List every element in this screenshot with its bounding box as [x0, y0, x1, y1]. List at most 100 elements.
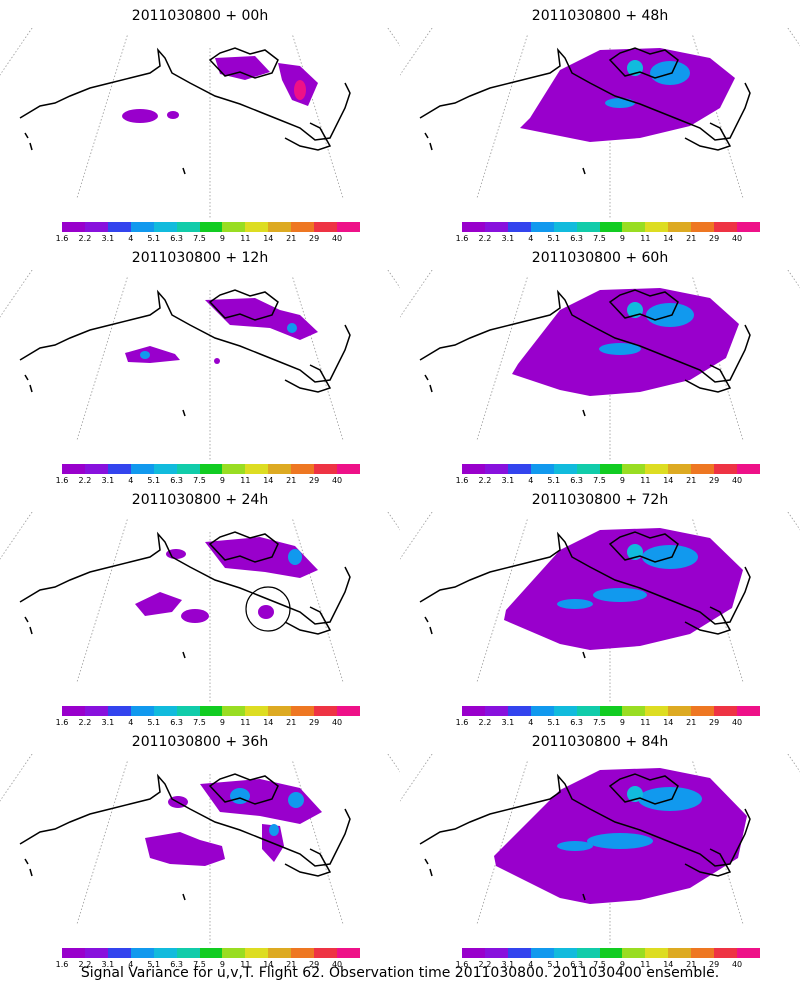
- graticule-meridian: [787, 28, 800, 47]
- colorbar-swatch: [62, 948, 85, 958]
- colorbar-tick-label: 4: [528, 476, 534, 485]
- colorbar-tick-label: 11: [240, 234, 251, 243]
- graticule-meridian: [787, 270, 800, 289]
- colorbar-swatch: [337, 222, 360, 232]
- variance-core: [557, 599, 593, 609]
- colorbar-swatch: [462, 706, 485, 716]
- colorbar-tick-label: 1.6: [55, 234, 69, 243]
- colorbar-swatch: [107, 222, 131, 232]
- colorbar-labels: 1.6 2.2 3.1 4 5.1 6.3 7.5 9 11 14 21 29 40: [456, 960, 760, 970]
- colorbar-tick-label: 14: [263, 960, 274, 969]
- colorbar-swatch: [553, 222, 577, 232]
- colorbar-labels: 1.6 2.2 3.1 4 5.1 6.3 7.5 9 11 14 21 29 40: [456, 234, 760, 244]
- colorbar-tick-label: 11: [640, 476, 651, 485]
- colorbar-tick-label: 6.3: [570, 476, 583, 485]
- colorbar-tick-label: 9: [619, 960, 625, 969]
- colorbar-tick-label: 21: [286, 476, 297, 485]
- colorbar-tick-label: 6.3: [170, 718, 183, 727]
- variance-core: [599, 343, 641, 355]
- colorbar-tick-label: 3.1: [101, 476, 115, 485]
- colorbar-swatch: [462, 948, 485, 958]
- colorbar-tick-label: 29: [309, 234, 320, 243]
- colorbar-tick-label: 2.2: [478, 476, 492, 485]
- colorbar-tick-label: 6.3: [170, 234, 183, 243]
- colorbar-tick-label: 9: [219, 960, 225, 969]
- forecast-map: [0, 512, 400, 702]
- colorbar-tick-label: 6.3: [570, 960, 583, 969]
- coastline: [419, 531, 751, 659]
- colorbar-swatch: [153, 464, 177, 474]
- graticule-meridian: [0, 754, 33, 802]
- colorbar-swatch: [484, 222, 508, 232]
- coastline: [19, 289, 351, 417]
- colorbar-tick-label: 2.2: [78, 718, 92, 727]
- colorbar-tick-label: 14: [663, 234, 674, 243]
- colorbar-swatch: [737, 464, 760, 474]
- colorbar-tick-label: 6.3: [170, 960, 183, 969]
- variance-patch: [258, 605, 274, 619]
- colorbar-tick-label: 40: [731, 718, 743, 727]
- colorbar-swatch: [645, 948, 669, 958]
- variance-patch: [167, 111, 179, 119]
- colorbar-swatch: [130, 948, 154, 958]
- colorbar-labels: 1.6 2.2 3.1 4 5.1 6.3 7.5 9 11 14 21 29 40: [456, 476, 760, 486]
- colorbar-swatch: [107, 464, 131, 474]
- colorbar-labels: 1.6 2.2 3.1 4 5.1 6.3 7.5 9 11 14 21 29 40: [56, 718, 360, 728]
- colorbar-tick-label: 5.1: [147, 234, 161, 243]
- panel-title: 2011030800 + 48h: [531, 8, 669, 24]
- colorbar-tick-label: 40: [331, 960, 343, 969]
- colorbar-swatch: [199, 706, 223, 716]
- colorbar-labels: 1.6 2.2 3.1 4 5.1 6.3 7.5 9 11 14 21 29 40: [56, 476, 360, 486]
- colorbar-swatch: [245, 948, 269, 958]
- colorbar-swatch: [530, 948, 554, 958]
- colorbar-swatch: [62, 464, 85, 474]
- colorbar-tick-label: 21: [286, 960, 297, 969]
- colorbar-tick-label: 7.5: [593, 718, 606, 727]
- variance-patch: [181, 609, 209, 623]
- colorbar-tick-label: 11: [240, 476, 251, 485]
- colorbar-tick-label: 3.1: [501, 960, 515, 969]
- colorbar-tick-label: 21: [686, 718, 697, 727]
- colorbar-swatch: [314, 948, 338, 958]
- colorbar-swatch: [484, 706, 508, 716]
- colorbar-tick-label: 3.1: [501, 234, 515, 243]
- colorbar-swatch: [530, 706, 554, 716]
- colorbar-swatch: [176, 222, 200, 232]
- colorbar-swatch: [599, 706, 623, 716]
- colorbar-tick-label: 2.2: [78, 476, 92, 485]
- colorbar-swatch: [153, 706, 177, 716]
- colorbar-tick-label: 3.1: [101, 960, 115, 969]
- colorbar-swatch: [668, 222, 692, 232]
- colorbar-swatch: [314, 706, 338, 716]
- colorbar-swatch: [599, 222, 623, 232]
- colorbar-tick-label: 9: [219, 476, 225, 485]
- coastline: [19, 47, 351, 175]
- colorbar-tick-label: 29: [709, 718, 720, 727]
- colorbar-swatch: [130, 464, 154, 474]
- colorbar: [62, 706, 360, 716]
- colorbar-swatch: [222, 706, 246, 716]
- colorbar-swatch: [576, 222, 600, 232]
- colorbar-swatch: [222, 222, 246, 232]
- colorbar-tick-label: 1.6: [55, 476, 69, 485]
- colorbar-tick-label: 2.2: [78, 234, 92, 243]
- colorbar-swatch: [222, 948, 246, 958]
- colorbar-swatch: [199, 222, 223, 232]
- colorbar-swatch: [714, 948, 738, 958]
- figure-caption: Signal Variance for u,v,T. Flight 62. Ob…: [80, 965, 720, 981]
- colorbar-swatch: [153, 222, 177, 232]
- variance-field: [494, 768, 747, 904]
- colorbar-tick-label: 2.2: [78, 960, 92, 969]
- colorbar-swatch: [599, 464, 623, 474]
- colorbar-swatch: [268, 706, 292, 716]
- colorbar-tick-label: 40: [731, 234, 743, 243]
- graticule-meridian: [476, 761, 528, 925]
- colorbar-tick-label: 14: [263, 718, 274, 727]
- graticule-meridian: [387, 270, 400, 289]
- colorbar-tick-label: 3.1: [501, 718, 515, 727]
- colorbar-tick-label: 14: [663, 476, 674, 485]
- colorbar-tick-label: 40: [331, 476, 343, 485]
- graticule-meridian: [787, 512, 800, 531]
- colorbar-labels: 1.6 2.2 3.1 4 5.1 6.3 7.5 9 11 14 21 29 40: [56, 960, 360, 970]
